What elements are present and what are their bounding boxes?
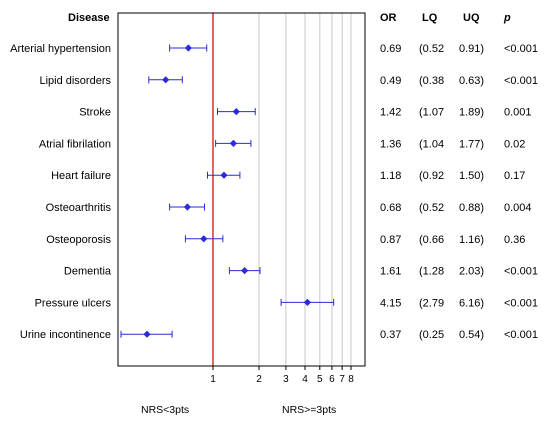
forest-rows: Arterial hypertension 0.69 (0.52 0.91) <0.00…: [10, 43, 538, 341]
lq-value: (0.38: [419, 75, 444, 87]
or-value: 1.18: [380, 170, 401, 182]
row-label: Lipid disorders: [39, 75, 111, 87]
or-value: 0.68: [380, 202, 401, 214]
header-or: OR: [380, 12, 397, 24]
header-disease: Disease: [68, 12, 110, 24]
or-value: 0.87: [380, 234, 401, 246]
or-marker: [162, 76, 170, 84]
tick-label-1: 1: [210, 374, 216, 385]
or-value: 1.42: [380, 107, 401, 119]
uq-value: 0.91): [459, 43, 484, 55]
tick-label-5: 5: [317, 374, 323, 385]
or-marker: [303, 298, 312, 306]
or-value: 0.37: [380, 329, 401, 341]
uq-value: 1.16): [459, 234, 484, 246]
tick-label-6: 6: [329, 374, 335, 385]
header-lq: LQ: [422, 12, 438, 24]
uq-value: 0.63): [459, 75, 484, 87]
p-value: <0.001: [504, 75, 538, 87]
forest-row: Atrial fibrilation 1.36 (1.04 1.77) 0.02: [39, 138, 526, 150]
grid-lines: [258, 13, 352, 366]
p-value: <0.001: [504, 266, 538, 278]
forest-row: Osteoporosis 0.87 (0.66 1.16) 0.36: [46, 234, 525, 246]
lq-value: (1.04: [419, 138, 444, 150]
forest-row: Arterial hypertension 0.69 (0.52 0.91) <0.00…: [10, 43, 538, 55]
p-value: <0.001: [504, 297, 538, 309]
p-value: <0.001: [504, 43, 538, 55]
or-marker: [184, 44, 192, 52]
uq-value: 0.88): [459, 202, 484, 214]
p-value: 0.36: [504, 234, 525, 246]
or-value: 4.15: [380, 297, 401, 309]
forest-row: Osteoarthritis 0.68 (0.52 0.88) 0.004: [46, 202, 532, 214]
plot-frame: [117, 12, 366, 367]
forest-row: Lipid disorders 0.49 (0.38 0.63) <0.001: [39, 75, 538, 87]
uq-value: 1.89): [459, 107, 484, 119]
or-marker: [183, 203, 192, 211]
header-p: p: [503, 12, 511, 24]
row-label: Dementia: [64, 266, 112, 278]
uq-value: 6.16): [459, 297, 484, 309]
tick-label-4: 4: [302, 374, 308, 385]
row-label: Pressure ulcers: [35, 297, 112, 309]
or-value: 1.36: [380, 138, 401, 150]
p-value: 0.17: [504, 170, 525, 182]
forest-row: Pressure ulcers 4.15 (2.79 6.16) <0.001: [35, 297, 538, 309]
lq-value: (1.07: [419, 107, 444, 119]
forest-row: Urine incontinence 0.37 (0.25 0.54) <0.001: [20, 329, 538, 341]
tick-label-2: 2: [256, 374, 262, 385]
lq-value: (2.79: [419, 297, 444, 309]
or-value: 0.49: [380, 75, 401, 87]
lq-value: (1.28: [419, 266, 444, 278]
or-marker: [143, 330, 151, 338]
row-label: Arterial hypertension: [10, 43, 111, 55]
tick-label-8: 8: [348, 374, 354, 385]
or-marker: [200, 235, 208, 243]
uq-value: 1.77): [459, 138, 484, 150]
p-value: <0.001: [504, 329, 538, 341]
or-marker: [241, 267, 249, 275]
forest-row: Heart failure 1.18 (0.92 1.50) 0.17: [51, 170, 525, 182]
forest-row: Dementia 1.61 (1.28 2.03) <0.001: [64, 266, 538, 278]
forest-row: Stroke 1.42 (1.07 1.89) 0.001: [79, 107, 531, 119]
or-marker: [232, 108, 240, 116]
lq-value: (0.52: [419, 43, 444, 55]
row-label: Stroke: [79, 107, 111, 119]
bottom-label-right: NRS>=3pts: [282, 404, 336, 416]
lq-value: (0.66: [419, 234, 444, 246]
lq-value: (0.92: [419, 170, 444, 182]
row-label: Osteoarthritis: [46, 202, 112, 214]
tick-label-3: 3: [283, 374, 289, 385]
uq-value: 2.03): [459, 266, 484, 278]
uq-value: 0.54): [459, 329, 484, 341]
p-value: 0.001: [504, 107, 532, 119]
p-value: 0.004: [504, 202, 532, 214]
or-value: 1.61: [380, 266, 401, 278]
uq-value: 1.50): [459, 170, 484, 182]
bottom-label-left: NRS<3pts: [141, 404, 189, 416]
p-value: 0.02: [504, 138, 525, 150]
or-marker: [229, 139, 238, 147]
row-label: Urine incontinence: [20, 329, 111, 341]
lq-value: (0.25: [419, 329, 444, 341]
row-label: Atrial fibrilation: [39, 138, 111, 150]
header-uq: UQ: [463, 12, 480, 24]
row-label: Osteoporosis: [46, 234, 111, 246]
row-label: Heart failure: [51, 170, 111, 182]
or-marker: [220, 171, 228, 179]
or-value: 0.69: [380, 43, 401, 55]
tick-label-7: 7: [339, 374, 345, 385]
lq-value: (0.52: [419, 202, 444, 214]
